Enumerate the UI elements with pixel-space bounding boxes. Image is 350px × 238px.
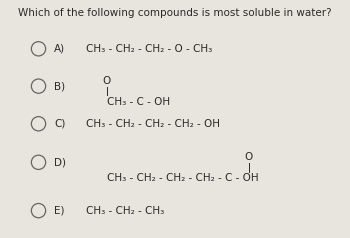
Text: CH₃ - CH₂ - CH₂ - CH₂ - C - OH: CH₃ - CH₂ - CH₂ - CH₂ - C - OH <box>107 173 258 183</box>
Text: CH₃ - C - OH: CH₃ - C - OH <box>107 97 170 107</box>
Text: O: O <box>244 152 253 162</box>
Text: A): A) <box>54 44 65 54</box>
Text: CH₃ - CH₂ - CH₂ - O - CH₃: CH₃ - CH₂ - CH₂ - O - CH₃ <box>86 44 212 54</box>
Text: D): D) <box>54 157 66 167</box>
Text: C): C) <box>54 119 66 129</box>
Text: CH₃ - CH₂ - CH₃: CH₃ - CH₂ - CH₃ <box>86 206 164 216</box>
Text: O: O <box>103 76 111 86</box>
Text: Which of the following compounds is most soluble in water?: Which of the following compounds is most… <box>18 8 332 18</box>
Text: CH₃ - CH₂ - CH₂ - CH₂ - OH: CH₃ - CH₂ - CH₂ - CH₂ - OH <box>86 119 220 129</box>
Text: B): B) <box>54 81 65 91</box>
Text: E): E) <box>54 206 65 216</box>
